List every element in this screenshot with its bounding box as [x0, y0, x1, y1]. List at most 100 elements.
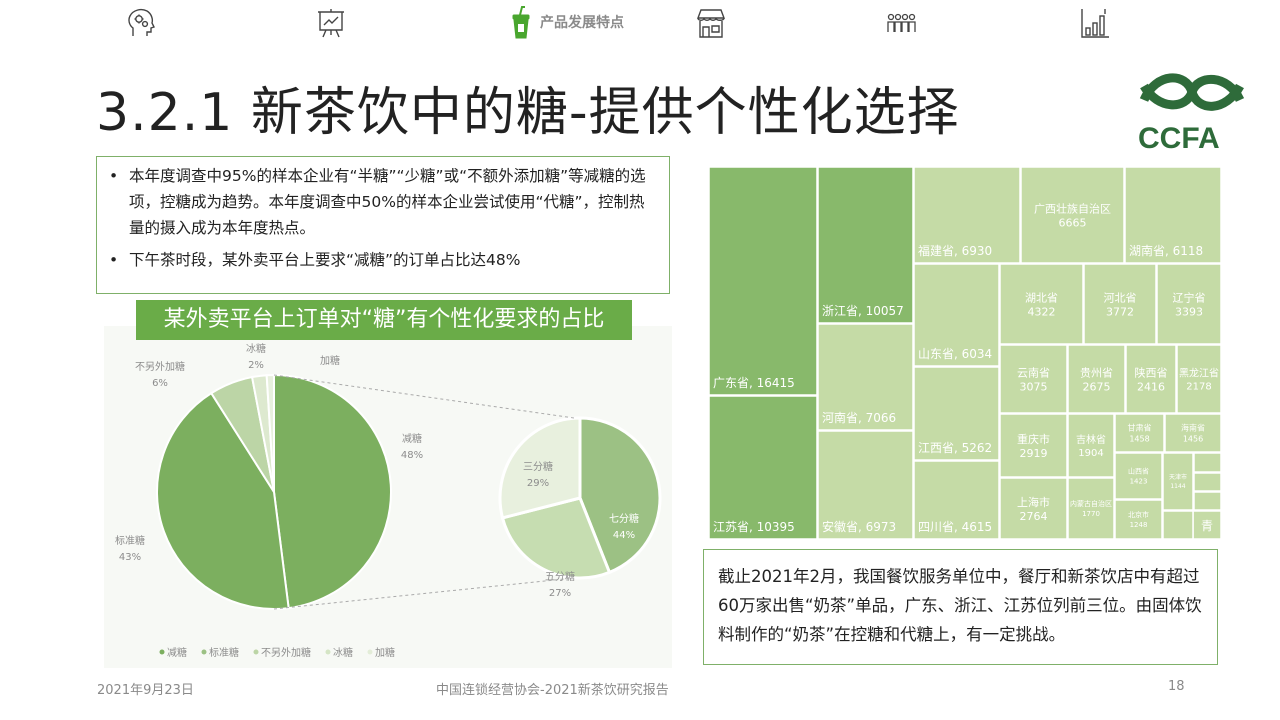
treemap-label: 天津市 1144 — [1169, 473, 1187, 490]
treemap-cell — [1083, 263, 1157, 345]
legend-swatch — [253, 649, 259, 655]
legend-item: 标准糖 — [209, 646, 239, 659]
connector-line — [273, 577, 575, 610]
treemap-label: 黑龙江省 2178 — [1179, 367, 1219, 393]
footer-source: 中国连锁经营协会-2021新茶饮研究报告 — [436, 683, 669, 698]
nav-active-label[interactable]: 产品发展特点 — [540, 15, 624, 31]
legend-swatch — [201, 649, 207, 655]
presentation-board-icon[interactable] — [314, 6, 348, 40]
treemap-label: 广东省, 16415 — [713, 376, 795, 390]
pie-label-3: 不另外加糖 — [135, 360, 185, 373]
storefront-icon[interactable] — [694, 6, 728, 40]
breakout-label-1: 七分糖 — [609, 512, 639, 525]
treemap-cell — [913, 263, 1000, 367]
treemap-label: 河南省, 7066 — [822, 410, 896, 425]
treemap-label: 贵州省 2675 — [1080, 367, 1113, 394]
legend-swatch — [325, 649, 331, 655]
legend-item: 减糖 — [167, 646, 187, 659]
treemap-cell — [1067, 344, 1126, 414]
treemap-label: 上海市 2764 — [1017, 495, 1050, 523]
footer-date: 2021年9月23日 — [97, 683, 194, 698]
treemap-cell — [708, 395, 818, 540]
pie-label-4: 冰糖 — [246, 342, 266, 355]
bullet-box: 本年度调查中95%的样本企业有“半糖”“少糖”或“不额外添加糖”等减糖的选项，控… — [96, 156, 670, 294]
treemap-chart: 广东省, 16415 江苏省, 10395 浙江省, 10057 河南省, 7066 安… — [708, 166, 1222, 540]
pie-slice-1 — [273, 373, 392, 610]
breakout-slice-1 — [578, 416, 662, 575]
pie-label-2: 标准糖 — [115, 534, 145, 547]
treemap-cell — [817, 166, 914, 324]
treemap-label: 四川省, 4615 — [918, 520, 992, 534]
legend-item: 加糖 — [375, 646, 395, 659]
treemap-cell — [1114, 413, 1165, 453]
treemap-cell — [913, 460, 1000, 540]
drink-cup-icon[interactable] — [504, 6, 538, 40]
treemap-cell — [999, 344, 1068, 414]
treemap-label: 北京市 1248 — [1128, 510, 1149, 529]
treemap-cell — [1164, 413, 1222, 453]
treemap-label: 重庆市 2919 — [1017, 432, 1050, 460]
treemap-label: 吉林省 1904 — [1076, 433, 1106, 459]
pie-pct-2: 43% — [119, 552, 141, 563]
treemap-cell — [1067, 477, 1115, 540]
treemap-label: 海南省 1456 — [1181, 423, 1205, 444]
pie-label-5: 加糖 — [320, 354, 340, 367]
treemap-label: 湖南省, 6118 — [1129, 243, 1203, 258]
treemap-label: 福建省, 6930 — [918, 243, 992, 258]
treemap-cell — [1124, 166, 1222, 264]
summary-box: 截止2021年2月，我国餐饮服务单位中，餐厅和新茶饮店中有超过60万家出售“奶茶… — [703, 549, 1218, 665]
bar-chart-icon[interactable] — [1078, 6, 1112, 40]
treemap-label: 安徽省, 6973 — [822, 519, 896, 534]
pie-label-1: 减糖 — [402, 432, 422, 445]
chart-title: 某外卖平台上订单对“糖”有个性化要求的占比 — [136, 300, 632, 340]
bullet-item: 本年度调查中95%的样本企业有“半糖”“少糖”或“不额外添加糖”等减糖的选项，控… — [109, 163, 659, 241]
legend-item: 冰糖 — [333, 646, 353, 659]
head-gears-icon[interactable] — [124, 6, 158, 40]
treemap-cell — [1162, 510, 1194, 540]
breakout-slice-3 — [498, 416, 582, 520]
treemap-cell — [1162, 452, 1194, 511]
treemap-cell — [1193, 491, 1222, 511]
treemap-label: 浙江省, 10057 — [822, 304, 904, 318]
connector-line — [273, 374, 575, 419]
treemap-label: 陕西省 2416 — [1135, 366, 1168, 394]
pie-pct-4: 2% — [248, 360, 264, 371]
breakout-label-2: 五分糖 — [545, 570, 575, 583]
logo-text: CCFA — [1138, 122, 1220, 154]
page-title: 3.2.1 新茶饮中的糖-提供个性化选择 — [96, 83, 960, 143]
treemap-cell — [817, 323, 914, 431]
treemap-label: 山西省 1423 — [1128, 467, 1149, 486]
breakout-pct-3: 29% — [527, 478, 549, 489]
legend-swatch — [367, 649, 373, 655]
bullet-item: 下午茶时段，某外卖平台上要求“减糖”的订单占比达48% — [109, 247, 659, 273]
treemap-label: 山东省, 6034 — [918, 347, 992, 361]
treemap-cell — [1114, 452, 1163, 500]
people-group-icon[interactable] — [884, 6, 918, 40]
pie-pct-1: 48% — [401, 450, 423, 461]
treemap-cell — [999, 413, 1068, 478]
breakout-pct-1: 44% — [613, 530, 635, 541]
treemap-cell — [1067, 413, 1115, 478]
breakout-slice-2 — [500, 496, 612, 580]
treemap-label: 甘肃省 1458 — [1128, 423, 1152, 444]
treemap-cell — [1125, 344, 1177, 414]
treemap-label: 河北省 3772 — [1104, 292, 1137, 319]
page-number: 18 — [1168, 679, 1185, 694]
breakout-label-3: 三分糖 — [523, 460, 553, 473]
treemap-cell — [1176, 344, 1222, 414]
treemap-cell — [1114, 499, 1163, 540]
treemap-cell — [999, 477, 1068, 540]
treemap-cell — [913, 366, 1000, 461]
treemap-cell — [817, 430, 914, 540]
treemap-cell — [1020, 166, 1125, 264]
treemap-cell — [999, 263, 1084, 345]
treemap-label: 江西省, 5262 — [918, 441, 992, 455]
pie-slice-2 — [156, 391, 290, 610]
legend-swatch — [159, 649, 165, 655]
pie-slice-5 — [265, 373, 275, 493]
ccfa-logo: CCFA — [1136, 66, 1248, 155]
legend-item: 不另外加糖 — [261, 646, 311, 659]
treemap-label: 青 — [1201, 519, 1213, 533]
treemap-label: 云南省 3075 — [1017, 367, 1050, 394]
